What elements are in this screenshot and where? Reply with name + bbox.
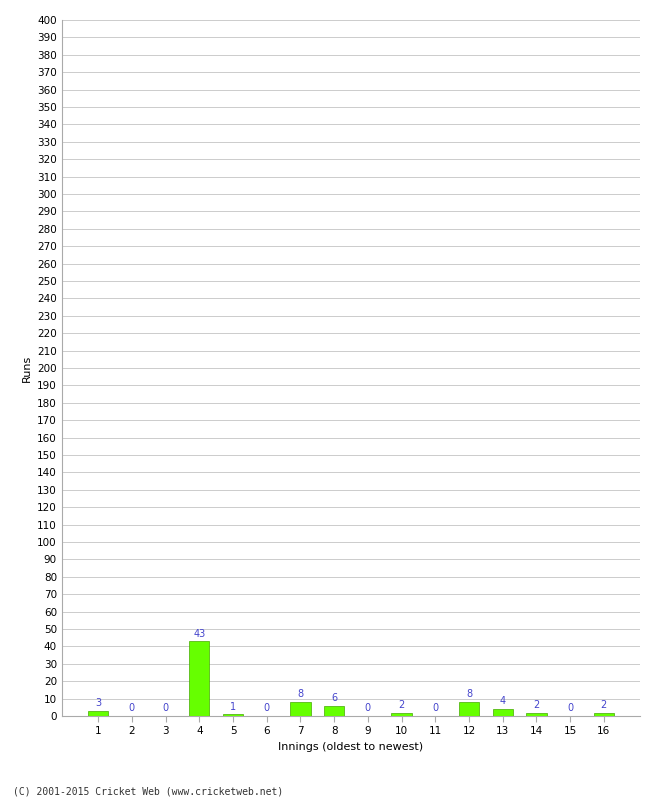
Text: 0: 0 — [264, 703, 270, 714]
Bar — [526, 713, 547, 716]
Bar — [493, 709, 513, 716]
Bar — [223, 714, 243, 716]
Text: 8: 8 — [297, 690, 304, 699]
Text: (C) 2001-2015 Cricket Web (www.cricketweb.net): (C) 2001-2015 Cricket Web (www.cricketwe… — [13, 786, 283, 796]
Bar — [189, 641, 209, 716]
Text: 0: 0 — [432, 703, 438, 714]
Y-axis label: Runs: Runs — [21, 354, 32, 382]
Text: 0: 0 — [567, 703, 573, 714]
Text: 3: 3 — [95, 698, 101, 708]
Text: 2: 2 — [601, 700, 607, 710]
Text: 2: 2 — [398, 700, 405, 710]
X-axis label: Innings (oldest to newest): Innings (oldest to newest) — [278, 742, 424, 752]
Text: 4: 4 — [500, 697, 506, 706]
Bar — [593, 713, 614, 716]
Text: 1: 1 — [230, 702, 236, 712]
Bar — [88, 710, 109, 716]
Text: 43: 43 — [193, 629, 205, 638]
Bar — [291, 702, 311, 716]
Text: 2: 2 — [533, 700, 540, 710]
Bar — [324, 706, 345, 716]
Text: 0: 0 — [129, 703, 135, 714]
Text: 8: 8 — [466, 690, 472, 699]
Text: 0: 0 — [162, 703, 168, 714]
Text: 0: 0 — [365, 703, 371, 714]
Bar — [391, 713, 411, 716]
Text: 6: 6 — [331, 693, 337, 703]
Bar — [459, 702, 479, 716]
